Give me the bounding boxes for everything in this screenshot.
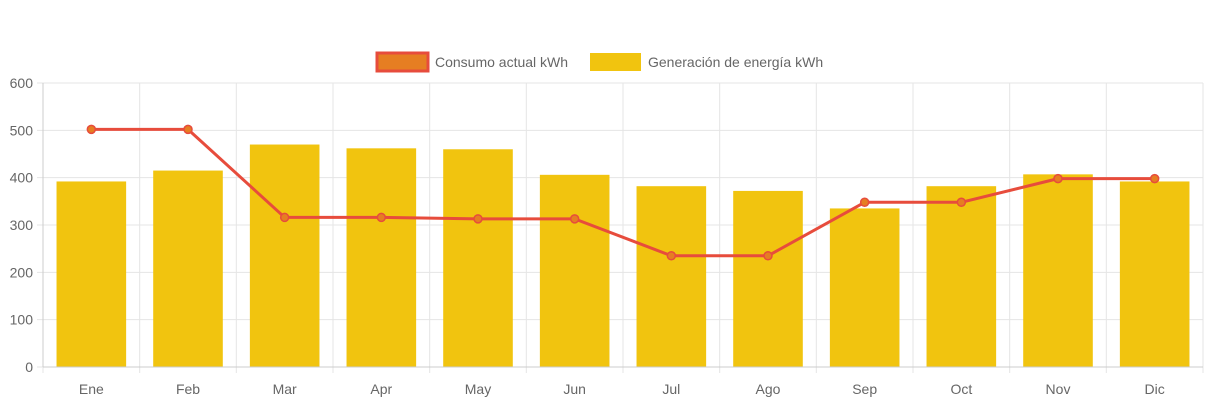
bar-generacion[interactable]	[153, 170, 223, 367]
x-tick-label: Dic	[1145, 381, 1165, 397]
point-consumo[interactable]	[1053, 173, 1063, 184]
point-consumo[interactable]	[1149, 173, 1160, 184]
bar-generacion[interactable]	[443, 149, 513, 367]
point-consumo[interactable]	[763, 251, 773, 261]
bar-generacion[interactable]	[926, 186, 997, 367]
x-tick-label: Jun	[563, 381, 586, 397]
legend-swatch-consumo	[375, 51, 430, 73]
line-consumo	[91, 127, 1155, 258]
legend-swatch-generacion	[590, 53, 641, 71]
grid	[37, 82, 1204, 373]
point-consumo[interactable]	[569, 214, 580, 224]
x-tick-label: Ago	[756, 381, 781, 397]
x-tick-label: Feb	[176, 381, 200, 397]
point-consumo[interactable]	[183, 124, 193, 135]
x-tick-label: May	[465, 381, 491, 397]
x-tick-label: Oct	[950, 381, 972, 397]
bar-generacion[interactable]	[733, 190, 803, 367]
bar-series	[56, 144, 1190, 367]
point-consumo[interactable]	[859, 197, 870, 208]
point-consumo[interactable]	[376, 212, 387, 223]
y-tick-label: 600	[10, 75, 34, 91]
bar-generacion[interactable]	[1023, 174, 1093, 367]
bar-generacion[interactable]	[346, 148, 417, 367]
bar-generacion[interactable]	[829, 208, 900, 367]
point-consumo[interactable]	[666, 251, 677, 261]
x-axis: Ene Feb Mar Apr May Jun Jul Ago Sep Oct Nov Dic	[43, 366, 1203, 397]
legend-item-generacion[interactable]: Generación de energía kWh	[590, 53, 823, 71]
y-tick-label: 0	[25, 359, 33, 375]
legend-label-generacion: Generación de energía kWh	[648, 54, 823, 70]
x-tick-label: Apr	[370, 381, 392, 397]
y-tick-label: 400	[10, 170, 34, 186]
bar-generacion[interactable]	[56, 181, 127, 367]
point-consumo[interactable]	[279, 212, 290, 223]
x-tick-label: Jul	[662, 381, 680, 397]
bar-generacion[interactable]	[249, 144, 320, 367]
line-series	[86, 124, 1160, 261]
x-tick-label: Nov	[1046, 381, 1071, 397]
y-tick-label: 300	[10, 217, 34, 233]
bar-generacion[interactable]	[636, 186, 707, 367]
y-axis: 0 100 200 300 400 500 600	[10, 75, 44, 375]
legend-item-consumo[interactable]: Consumo actual kWh	[375, 51, 568, 73]
bar-generacion[interactable]	[1119, 181, 1190, 367]
point-consumo[interactable]	[86, 124, 97, 135]
legend: Consumo actual kWh Generación de energía…	[375, 51, 823, 73]
x-tick-label: Mar	[273, 381, 297, 397]
x-tick-label: Ene	[79, 381, 104, 397]
x-tick-label: Sep	[852, 381, 877, 397]
bar-generacion[interactable]	[539, 174, 610, 367]
y-tick-label: 200	[10, 264, 34, 280]
y-tick-label: 500	[10, 122, 34, 138]
y-tick-label: 100	[10, 312, 34, 328]
point-consumo[interactable]	[473, 214, 483, 224]
legend-label-consumo: Consumo actual kWh	[435, 54, 568, 70]
point-consumo[interactable]	[956, 197, 967, 208]
